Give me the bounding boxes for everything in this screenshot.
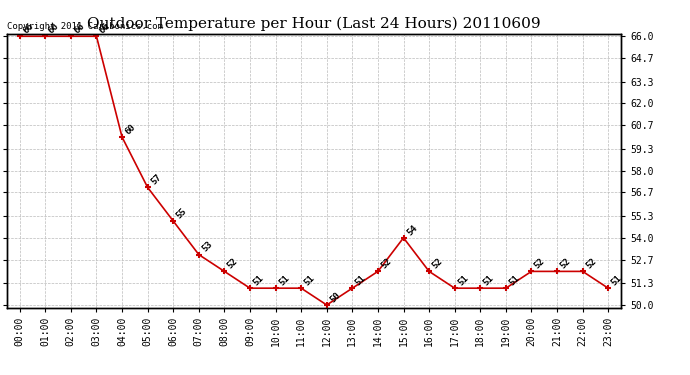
Text: 51: 51: [456, 273, 470, 287]
Text: 52: 52: [558, 256, 573, 271]
Text: 53: 53: [200, 240, 214, 254]
Text: 66: 66: [72, 21, 86, 36]
Text: 52: 52: [431, 256, 444, 271]
Text: 55: 55: [175, 206, 188, 220]
Text: 57: 57: [149, 172, 163, 187]
Text: 51: 51: [277, 273, 291, 287]
Text: 51: 51: [507, 273, 521, 287]
Title: Outdoor Temperature per Hour (Last 24 Hours) 20110609: Outdoor Temperature per Hour (Last 24 Ho…: [87, 17, 541, 31]
Text: 51: 51: [354, 273, 368, 287]
Text: 51: 51: [302, 273, 317, 287]
Text: 52: 52: [584, 256, 598, 271]
Text: 66: 66: [21, 21, 35, 36]
Text: 51: 51: [609, 273, 624, 287]
Text: 52: 52: [533, 256, 546, 271]
Text: 51: 51: [251, 273, 266, 287]
Text: Copyright 2011 Caribonics.com: Copyright 2011 Caribonics.com: [7, 22, 163, 31]
Text: 54: 54: [405, 223, 419, 237]
Text: 66: 66: [98, 21, 112, 36]
Text: 51: 51: [482, 273, 495, 287]
Text: 66: 66: [47, 21, 61, 36]
Text: 52: 52: [380, 256, 393, 271]
Text: 52: 52: [226, 256, 239, 271]
Text: 60: 60: [124, 122, 137, 136]
Text: 50: 50: [328, 290, 342, 304]
